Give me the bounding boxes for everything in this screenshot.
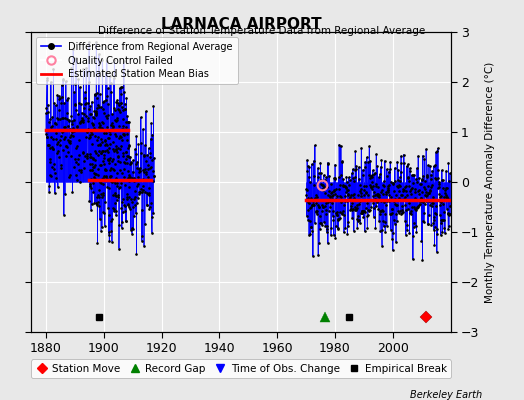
Text: Berkeley Earth: Berkeley Earth <box>410 390 482 400</box>
Title: LARNACA AIRPORT: LARNACA AIRPORT <box>161 17 321 32</box>
Y-axis label: Monthly Temperature Anomaly Difference (°C): Monthly Temperature Anomaly Difference (… <box>485 61 495 303</box>
Legend: Station Move, Record Gap, Time of Obs. Change, Empirical Break: Station Move, Record Gap, Time of Obs. C… <box>31 360 451 378</box>
Text: Difference of Station Temperature Data from Regional Average: Difference of Station Temperature Data f… <box>99 26 425 36</box>
